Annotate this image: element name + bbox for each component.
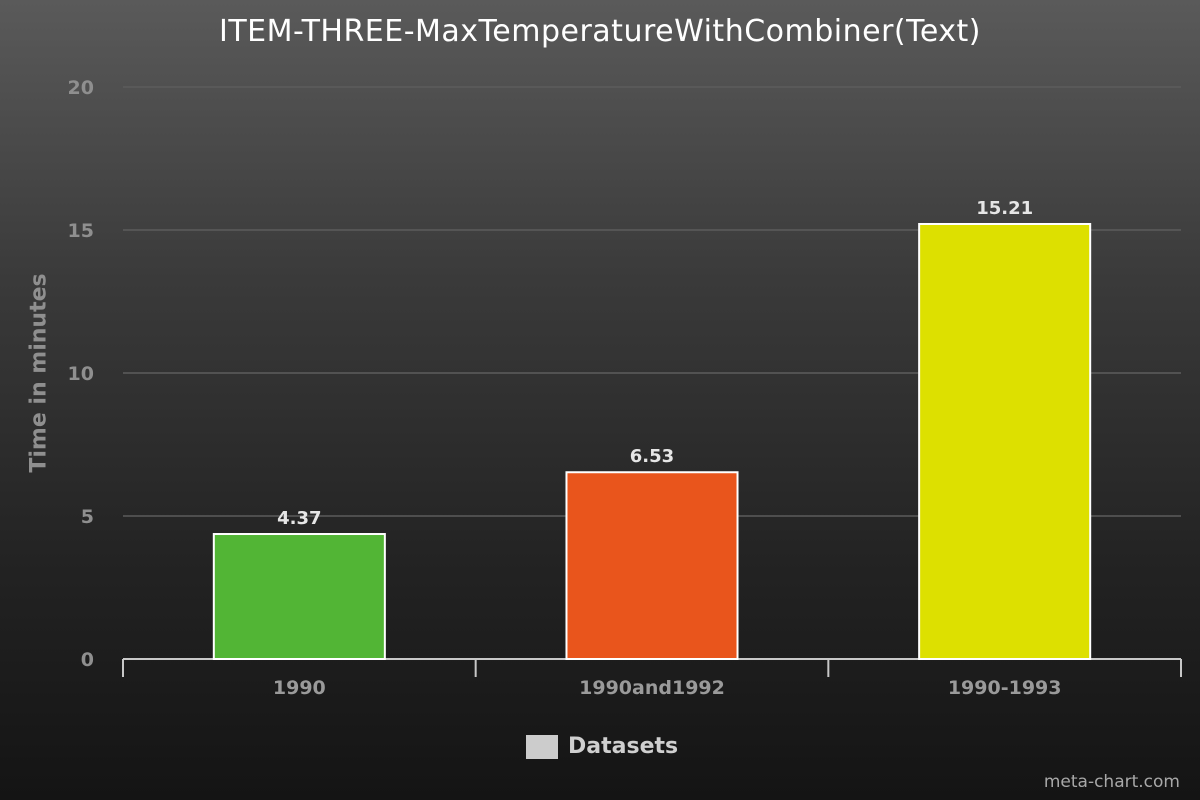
watermark[interactable]: meta-chart.com	[1043, 772, 1180, 792]
y-tick-label: 10	[68, 363, 94, 385]
bar-value-label: 15.21	[976, 198, 1033, 219]
x-tick-label: 1990and1992	[579, 677, 725, 699]
chart-title: ITEM-THREE-MaxTemperatureWithCombiner(Te…	[218, 14, 981, 49]
y-tick-label: 5	[81, 506, 94, 528]
bar-value-label: 6.53	[630, 446, 674, 467]
bar[interactable]	[565, 471, 739, 660]
bar[interactable]	[212, 533, 386, 661]
bar-value-label: 4.37	[277, 508, 321, 529]
x-tick-label: 1990	[273, 677, 326, 699]
legend-swatch	[526, 734, 558, 759]
x-tick-label: 1990-1993	[948, 677, 1062, 699]
legend[interactable]: Datasets	[526, 734, 678, 759]
y-tick-label: 15	[68, 220, 94, 242]
y-tick-label: 20	[68, 77, 94, 99]
bar[interactable]	[918, 222, 1092, 661]
y-tick-label: 0	[81, 649, 94, 671]
y-axis-label: Time in minutes	[26, 273, 52, 473]
legend-label: Datasets	[568, 734, 679, 759]
